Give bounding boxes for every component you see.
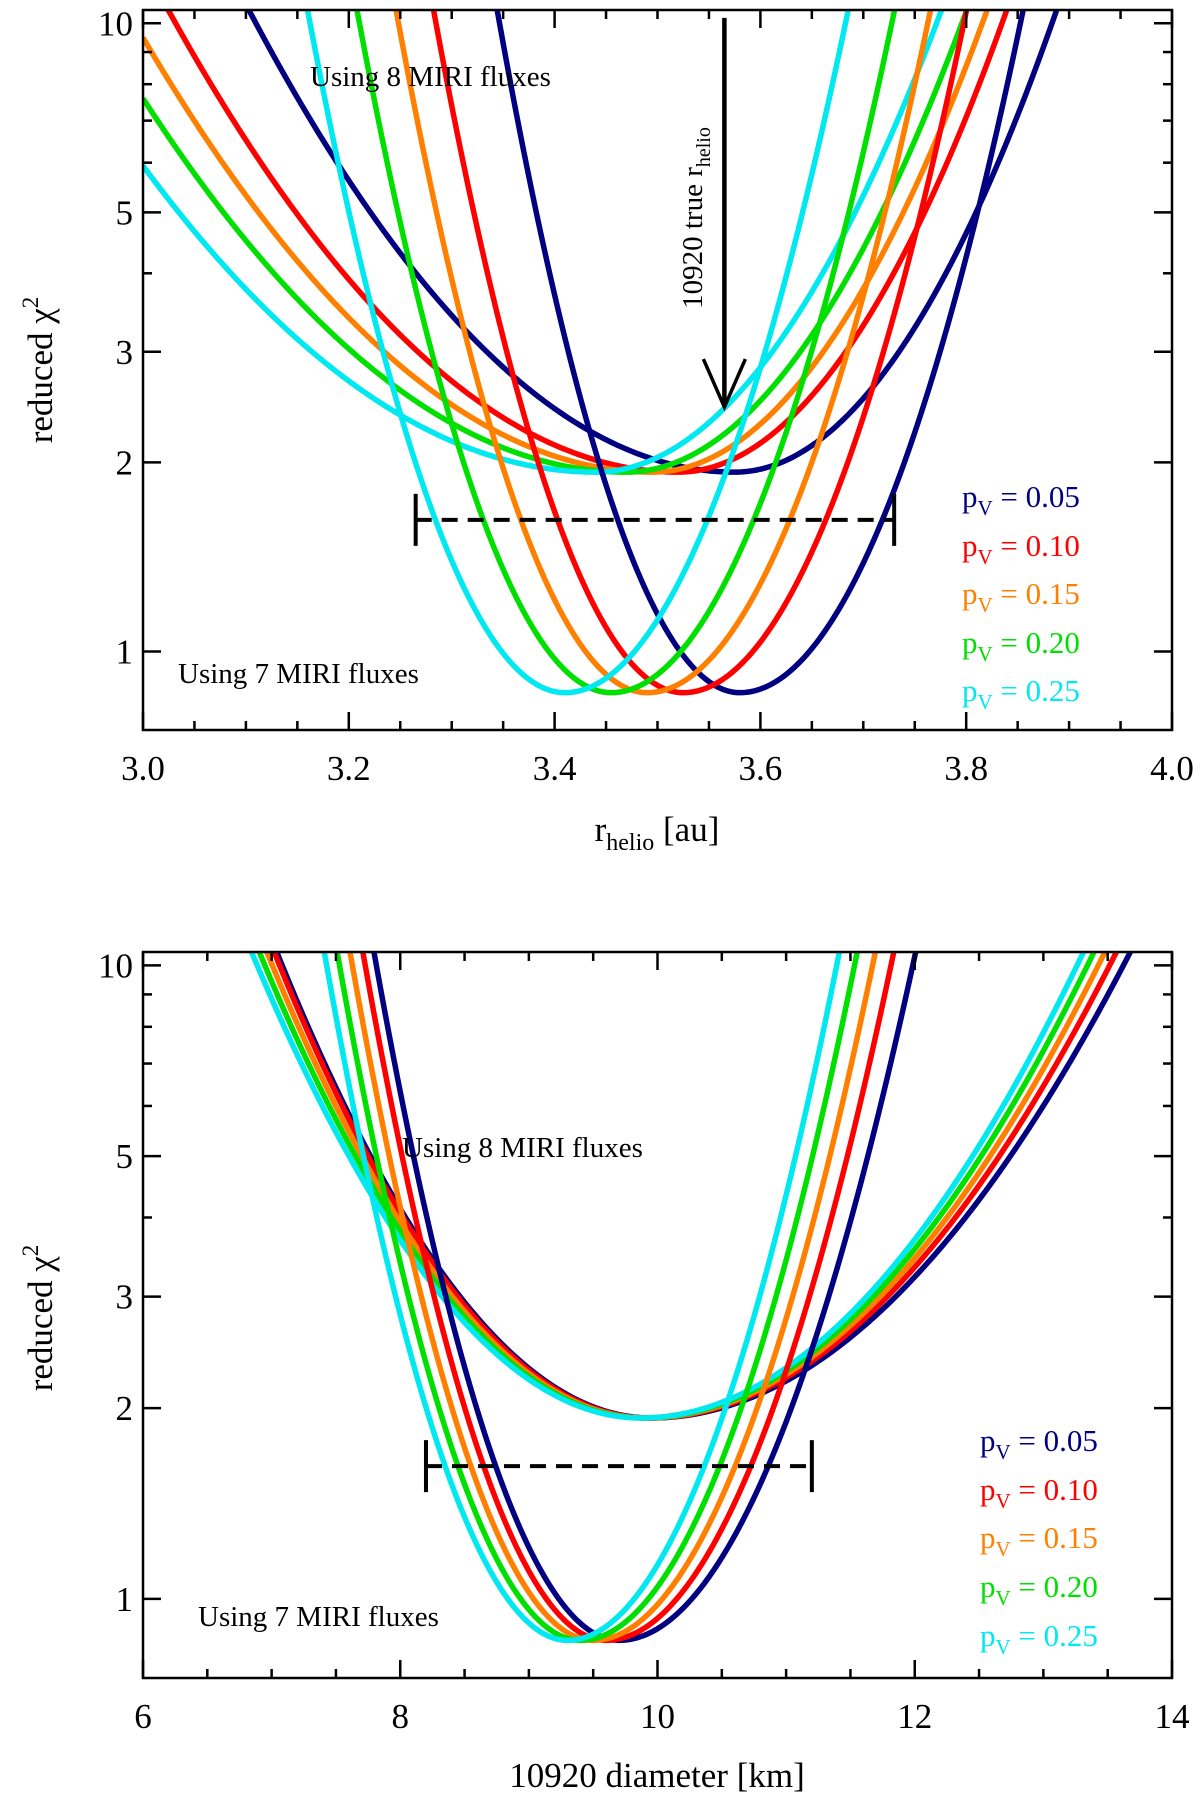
- series-7miri-pv-4: [321, 952, 843, 1644]
- y-tick-label: 1: [116, 1580, 134, 1619]
- legend-entry-pv: pV = 0.25: [962, 673, 1080, 714]
- true-rhelio-arrowhead: [701, 358, 747, 412]
- series-7miri-pv-0: [371, 952, 919, 1644]
- y-axis-label: reduced χ2: [18, 297, 60, 444]
- y-tick-label: 3: [116, 1278, 134, 1317]
- y-tick-label: 1: [116, 633, 134, 672]
- legend-entry-pv: pV = 0.05: [980, 1423, 1098, 1464]
- legend-entry-pv: pV = 0.10: [962, 528, 1080, 569]
- legend-entry-pv: pV = 0.05: [962, 479, 1080, 520]
- y-tick-label: 5: [116, 1137, 134, 1176]
- annotation-8-miri: Using 8 MIRI fluxes: [310, 61, 551, 93]
- x-tick-label: 3.6: [739, 749, 783, 788]
- curves: [248, 952, 1134, 1644]
- y-tick-label: 5: [116, 193, 134, 232]
- legend-entry-pv: pV = 0.15: [962, 576, 1080, 617]
- series-7miri-pv-0: [494, 10, 1026, 696]
- legend-entry-pv: pV = 0.20: [962, 625, 1080, 666]
- y-tick-label: 2: [116, 1389, 134, 1428]
- series-7miri-pv-2: [347, 952, 879, 1644]
- series-8miri-pv-2: [143, 10, 991, 475]
- curves: [143, 10, 1060, 696]
- true-rhelio-label: 10920 true rhelio: [677, 127, 715, 309]
- x-tick-label: 3.0: [121, 749, 165, 788]
- x-axis-label: rhelio [au]: [595, 810, 720, 856]
- x-tick-label: 8: [392, 1697, 410, 1736]
- series-7miri-pv-3: [354, 10, 898, 696]
- x-tick-label: 3.8: [944, 749, 988, 788]
- legend: pV = 0.05 pV = 0.10 pV = 0.15 pV = 0.20 pV =…: [980, 1423, 1098, 1659]
- x-tick-label: 14: [1155, 1697, 1190, 1736]
- y-tick-label: 10: [98, 4, 133, 43]
- series-7miri-pv-1: [360, 952, 897, 1644]
- x-axis-label: 10920 diameter [km]: [509, 1756, 804, 1795]
- series-8miri-pv-3: [143, 10, 970, 475]
- x-tick-label: 3.4: [533, 749, 577, 788]
- series-8miri-pv-0: [245, 10, 1060, 475]
- legend: pV = 0.05 pV = 0.10 pV = 0.15 pV = 0.20 pV =…: [962, 479, 1080, 714]
- y-tick-label: 3: [116, 333, 134, 372]
- series-8miri-pv-1: [165, 10, 1010, 475]
- annotation-7-miri: Using 7 MIRI fluxes: [198, 1601, 439, 1633]
- x-tick-label: 3.2: [327, 749, 371, 788]
- range-errorbar: [413, 493, 897, 546]
- legend-entry-pv: pV = 0.25: [980, 1618, 1098, 1659]
- series-7miri-pv-4: [304, 10, 852, 696]
- range-errorbar: [423, 1440, 814, 1493]
- top-chart: 3.0 3.2 3.4 3.6 3.8 4.0 1 2 3 5 10 rhelio [au] reduc…: [18, 4, 1194, 856]
- annotation-7-miri: Using 7 MIRI fluxes: [178, 658, 419, 690]
- series-8miri-pv-4: [248, 952, 1087, 1421]
- legend-entry-pv: pV = 0.15: [980, 1520, 1098, 1561]
- series-7miri-pv-1: [430, 10, 970, 696]
- series-7miri-pv-2: [393, 10, 934, 696]
- x-tick-label: 10: [640, 1697, 675, 1736]
- legend-entry-pv: pV = 0.20: [980, 1569, 1098, 1610]
- y-tick-label: 2: [116, 443, 134, 482]
- y-tick-label: 10: [98, 946, 133, 985]
- legend-entry-pv: pV = 0.10: [980, 1472, 1098, 1513]
- annotation-8-miri: Using 8 MIRI fluxes: [402, 1132, 643, 1164]
- series-8miri-pv-4: [143, 10, 945, 475]
- series-7miri-pv-3: [334, 952, 861, 1644]
- x-tick-label: 12: [897, 1697, 932, 1736]
- y-axis-label: reduced χ2: [18, 1245, 60, 1392]
- x-tick-label: 6: [134, 1697, 152, 1736]
- x-tick-label: 4.0: [1150, 749, 1194, 788]
